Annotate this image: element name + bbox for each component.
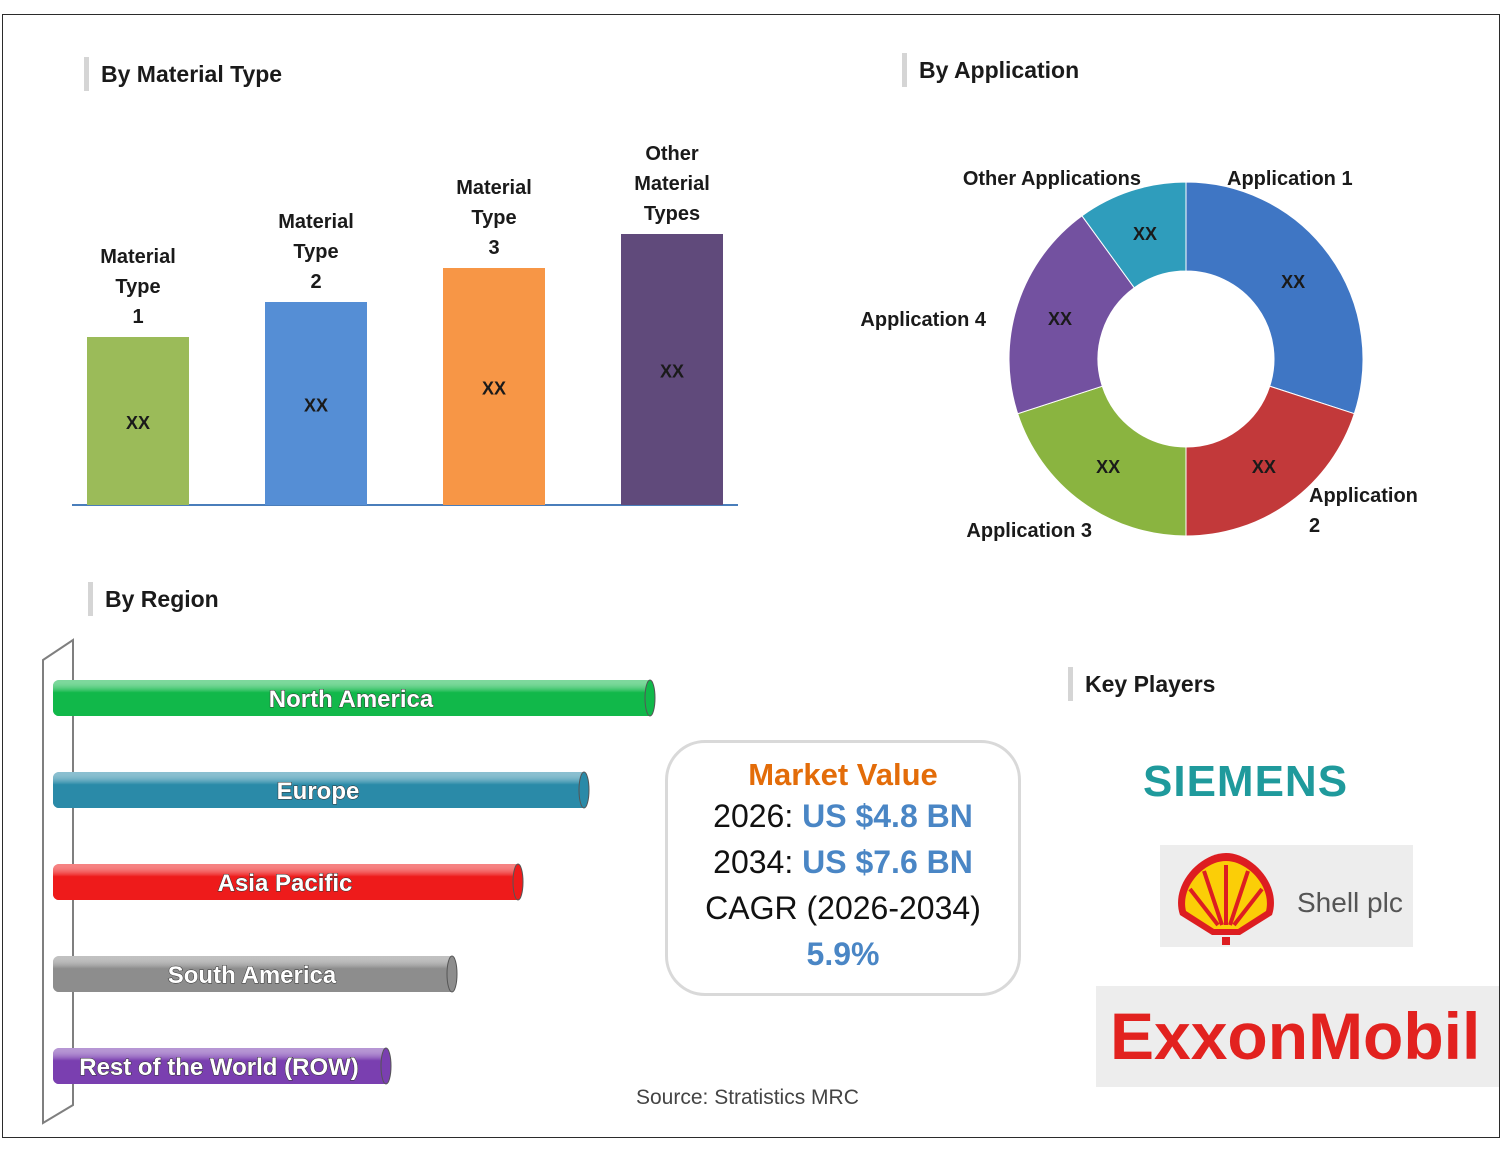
application-value-label: XX [1281,272,1305,292]
region-bar-cap [512,863,524,901]
shell-pecten-icon [1178,853,1274,945]
market-2034-prefix: 2034: [713,844,803,880]
material-section-title: By Material Type [84,57,282,91]
material-value-label: XX [482,379,506,399]
market-value-box: Market Value 2026: US $4.8 BN 2034: US $… [665,740,1021,996]
material-bar [265,302,367,505]
material-category-label: Other Material Types [634,143,710,225]
market-2034-line: 2034: US $7.6 BN [668,839,1018,885]
application-slice [1185,181,1364,415]
region-bar-shine [53,772,587,808]
material-value-label: XX [660,362,684,382]
application-category-label: Application 3 [966,520,1092,542]
shell-logo: Shell plc [1160,845,1413,947]
application-category-label: Application 2 [1309,485,1418,537]
material-bar [621,234,723,505]
exxonmobil-logo: ExxonMobil [1096,986,1499,1087]
application-slice [1017,385,1187,537]
key-players-title: Key Players [1068,667,1215,701]
material-bar [443,268,545,505]
region-bar-cap [578,771,590,809]
application-slice [1008,215,1135,415]
region-label: South America [168,962,337,989]
region-label: Rest of the World (ROW) [79,1054,359,1081]
cagr-label: CAGR (2026-2034) [705,890,981,926]
exxonmobil-wordmark: ExxonMobil [1110,999,1481,1073]
application-value-label: XX [1252,457,1276,477]
region-section-title: By Region [88,582,219,616]
material-value-label: XX [126,413,150,433]
material-category-label: Material Type 1 [100,246,176,328]
region-label: Asia Pacific [218,870,353,897]
region-label: Europe [277,778,360,805]
market-2026-prefix: 2026: [713,798,803,834]
application-slice [1185,385,1355,537]
application-value-label: XX [1133,224,1157,244]
region-label: North America [269,686,434,713]
infographic-frame [2,14,1500,1138]
material-category-label: Material Type 2 [278,211,354,293]
shell-wordmark: Shell plc [1297,887,1403,918]
cagr-value: 5.9% [806,936,880,972]
application-category-label: Other Applications [963,168,1141,190]
market-2026-value: US $4.8 BN [802,798,973,834]
application-value-label: XX [1048,309,1072,329]
region-bar-cap [446,955,458,993]
region-bar-shine [53,680,653,716]
region-bar-shine [53,864,521,900]
region-bar-cap [644,679,656,717]
application-category-label: Application 1 [1227,168,1353,190]
application-section-title: By Application [902,53,1079,87]
material-category-label: Material Type 3 [456,177,532,259]
application-value-label: XX [1096,457,1120,477]
market-2026-line: 2026: US $4.8 BN [668,793,1018,839]
region-bar-cap [380,1047,392,1085]
application-slice [1081,181,1187,289]
region-bar-shine [53,1048,389,1084]
market-2034-value: US $7.6 BN [802,844,973,880]
region-chart: North America Europe Asia Pacific South Ame… [42,638,656,1125]
source-note: Source: Stratistics MRC [636,1086,859,1109]
material-type-chart: XX Material Type 1 XX Material Type 2 XX Material… [72,143,738,506]
market-value-title: Market Value [748,757,938,792]
siemens-logo: SIEMENS [1143,757,1349,806]
application-category-label: Application 4 [860,309,986,331]
material-value-label: XX [304,396,328,416]
region-bar-shine [53,956,455,992]
application-donut-chart: XX Application 1 XX Application 2 XX Applicati… [860,168,1418,542]
material-bar [87,337,189,505]
